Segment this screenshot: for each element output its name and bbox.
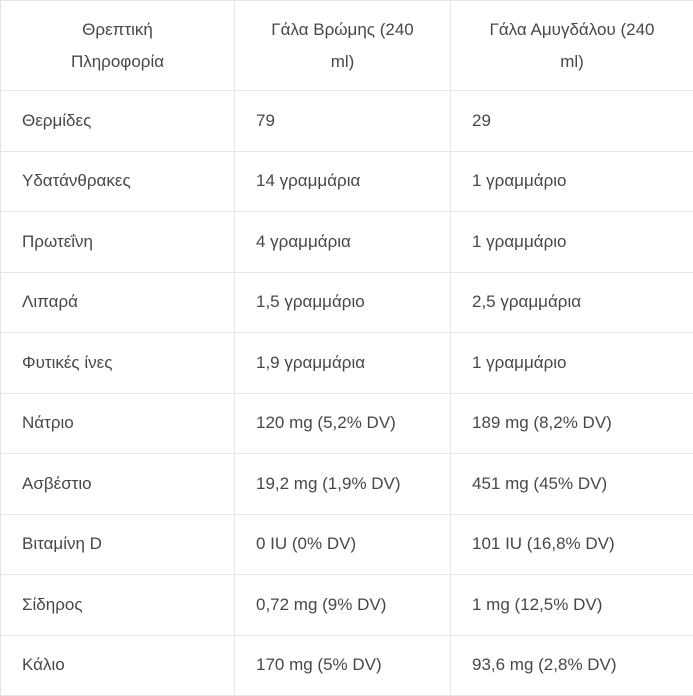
- oat-milk-value-cell: 120 mg (5,2% DV): [234, 392, 451, 454]
- table-row: Νάτριο 120 mg (5,2% DV) 189 mg (8,2% DV): [0, 392, 693, 454]
- table-row: Πρωτεΐνη 4 γραμμάρια 1 γραμμάριο: [0, 211, 693, 273]
- oat-milk-value-cell: 1,9 γραμμάρια: [234, 332, 451, 394]
- nutrient-name-cell: Σίδηρος: [0, 574, 235, 636]
- table-row: Υδατάνθρακες 14 γραμμάρια 1 γραμμάριο: [0, 150, 693, 212]
- oat-milk-value-cell: 4 γραμμάρια: [234, 211, 451, 273]
- header-cell-oat-milk: Γάλα Βρώμης (240 ml): [234, 0, 451, 91]
- oat-milk-value-cell: 14 γραμμάρια: [234, 150, 451, 212]
- table-row: Θερμίδες 79 29: [0, 90, 693, 152]
- almond-milk-value-cell: 1 γραμμάριο: [450, 332, 693, 394]
- nutrient-name-cell: Κάλιο: [0, 634, 235, 696]
- nutrient-name-cell: Πρωτεΐνη: [0, 211, 235, 273]
- almond-milk-value-cell: 1 mg (12,5% DV): [450, 574, 693, 636]
- nutrient-name-cell: Βιταμίνη D: [0, 513, 235, 575]
- oat-milk-value-cell: 0,72 mg (9% DV): [234, 574, 451, 636]
- table-row: Κάλιο 170 mg (5% DV) 93,6 mg (2,8% DV): [0, 634, 693, 696]
- nutrient-name-cell: Υδατάνθρακες: [0, 150, 235, 212]
- almond-milk-value-cell: 101 IU (16,8% DV): [450, 513, 693, 575]
- nutrient-name-cell: Θερμίδες: [0, 90, 235, 152]
- header-cell-almond-milk: Γάλα Αμυγδάλου (240 ml): [450, 0, 693, 91]
- oat-milk-value-cell: 0 IU (0% DV): [234, 513, 451, 575]
- almond-milk-value-cell: 1 γραμμάριο: [450, 150, 693, 212]
- oat-milk-value-cell: 170 mg (5% DV): [234, 634, 451, 696]
- table-row: Ασβέστιο 19,2 mg (1,9% DV) 451 mg (45% D…: [0, 453, 693, 515]
- almond-milk-value-cell: 29: [450, 90, 693, 152]
- table-row: Σίδηρος 0,72 mg (9% DV) 1 mg (12,5% DV): [0, 574, 693, 636]
- nutrient-name-cell: Φυτικές ίνες: [0, 332, 235, 394]
- oat-milk-value-cell: 1,5 γραμμάριο: [234, 271, 451, 333]
- almond-milk-value-cell: 1 γραμμάριο: [450, 211, 693, 273]
- table-row: Λιπαρά 1,5 γραμμάριο 2,5 γραμμάρια: [0, 271, 693, 333]
- header-cell-nutrient: Θρεπτική Πληροφορία: [0, 0, 235, 91]
- oat-milk-value-cell: 19,2 mg (1,9% DV): [234, 453, 451, 515]
- almond-milk-value-cell: 451 mg (45% DV): [450, 453, 693, 515]
- almond-milk-value-cell: 189 mg (8,2% DV): [450, 392, 693, 454]
- table-row: Βιταμίνη D 0 IU (0% DV) 101 IU (16,8% DV…: [0, 513, 693, 575]
- nutrient-name-cell: Λιπαρά: [0, 271, 235, 333]
- almond-milk-value-cell: 93,6 mg (2,8% DV): [450, 634, 693, 696]
- almond-milk-value-cell: 2,5 γραμμάρια: [450, 271, 693, 333]
- oat-milk-value-cell: 79: [234, 90, 451, 152]
- table-row: Φυτικές ίνες 1,9 γραμμάρια 1 γραμμάριο: [0, 332, 693, 394]
- nutrient-name-cell: Ασβέστιο: [0, 453, 235, 515]
- nutrient-name-cell: Νάτριο: [0, 392, 235, 454]
- header-row: Θρεπτική Πληροφορία Γάλα Βρώμης (240 ml)…: [0, 0, 693, 91]
